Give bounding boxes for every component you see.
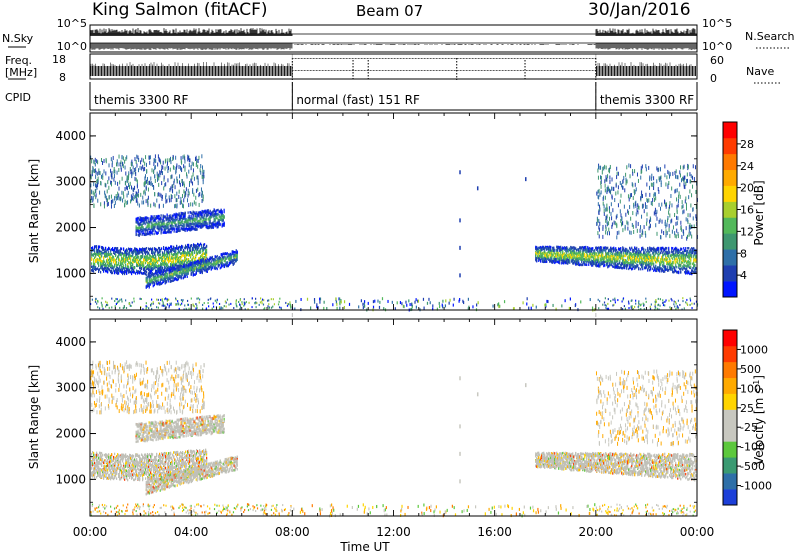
velocity-colorbar-tick: -500: [740, 460, 765, 473]
nave-label: Nave: [746, 65, 774, 78]
velocity-colorbar-swatch: [723, 425, 737, 442]
power-colorbar-tick: 8: [740, 247, 747, 260]
power-colorbar-swatch: [723, 122, 737, 139]
power-colorbar-swatch: [723, 249, 737, 266]
velocity-ytick: 4000: [55, 335, 86, 349]
cpid-segment-label: themis 3300 RF: [94, 93, 188, 107]
velocity-colorbar-tick: 25: [740, 402, 754, 415]
x-tick-label: 16:00: [477, 525, 512, 539]
power-colorbar-swatch: [723, 153, 737, 171]
power-colorbar-tick: 28: [740, 138, 754, 151]
x-axis-label: Time UT: [339, 540, 390, 554]
freq-label: Freq.: [5, 54, 32, 67]
velocity-colorbar-swatch: [723, 377, 737, 394]
power-colorbar-swatch: [723, 137, 737, 155]
velocity-ytick: 2000: [55, 427, 86, 441]
velocity-colorbar-swatch: [723, 473, 737, 490]
date-title: 30/Jan/2016: [588, 0, 691, 20]
velocity-colorbar-swatch: [723, 393, 737, 410]
velocity-colorbar-tick: -100: [740, 441, 765, 454]
velocity-colorbar-swatch: [723, 489, 737, 506]
velocity-heatmap-panel: 1000 2000 3000 4000 Slant Range [km] 1000 50…: [27, 318, 772, 554]
power-colorbar-swatch: [723, 281, 737, 298]
nsearch-label: N.Search: [745, 30, 795, 43]
power-ytick: 4000: [55, 129, 86, 143]
freq-tick-top: 18: [52, 53, 66, 66]
velocity-colorbar-swatch: [723, 345, 737, 363]
velocity-colorbar-swatch: [723, 441, 737, 458]
x-tick-label: 04:00: [174, 525, 209, 539]
power-ytick: 3000: [55, 175, 86, 189]
cpid-label: CPID: [5, 91, 31, 104]
nave-tick-bottom: 0: [710, 72, 717, 85]
power-heatmap-panel: 1000 2000 3000 4000 Slant Range [km] 28 24 20…: [27, 112, 766, 312]
velocity-ytick: 3000: [55, 381, 86, 395]
velocity-colorbar-swatch: [723, 361, 737, 379]
nsky-panel: 10^5 10^0 10^5 10^0 N.Sky N.Search: [2, 17, 795, 53]
power-colorbar-swatch: [723, 185, 737, 202]
cpid-panel: themis 3300 RF normal (fast) 151 RF themis…: [5, 82, 698, 111]
velocity-colorbar-swatch: [723, 409, 737, 426]
nsearch-tick-top: 10^5: [702, 17, 732, 30]
velocity-colorbar-tick: -25: [740, 421, 758, 434]
x-tick-label: 20:00: [579, 525, 614, 539]
power-colorbar-tick: 16: [740, 204, 754, 217]
velocity-colorbar-swatch: [723, 330, 737, 347]
velocity-colorbar-label: Velocity [m s-1]: [752, 375, 767, 465]
velocity-colorbar-swatch: [723, 457, 737, 474]
velocity-ytick: 1000: [55, 472, 86, 486]
cpid-segment-label: themis 3300 RF: [600, 93, 694, 107]
power-colorbar-swatch: [723, 265, 737, 282]
x-tick-label: 12:00: [376, 525, 411, 539]
nsearch-tick-bottom: 10^0: [702, 40, 732, 53]
power-colorbar-swatch: [723, 233, 737, 250]
velocity-ylabel: Slant Range [km]: [27, 365, 41, 469]
station-title: King Salmon (fitACF): [92, 0, 268, 20]
nave-tick-top: 60: [710, 54, 724, 67]
freq-tick-bottom: 8: [59, 71, 66, 84]
cpid-segment-label: normal (fast) 151 RF: [296, 93, 420, 107]
power-colorbar-tick: 24: [740, 160, 754, 173]
power-ytick: 1000: [55, 266, 86, 280]
nsky-label: N.Sky: [2, 32, 34, 45]
power-colorbar-swatch: [723, 217, 737, 234]
power-ylabel: Slant Range [km]: [27, 159, 41, 263]
nsky-tick-top: 10^5: [57, 17, 87, 30]
x-tick-label: 00:00: [680, 525, 715, 539]
power-colorbar-tick: 12: [740, 225, 754, 238]
x-tick-label: 08:00: [275, 525, 310, 539]
beam-title: Beam 07: [356, 2, 424, 20]
x-tick-label: 00:00: [73, 525, 108, 539]
power-ytick: 2000: [55, 221, 86, 235]
velocity-colorbar-tick: -1000: [740, 480, 772, 493]
freq-panel: 18 8 60 0 Freq. [MHz] Nave: [5, 53, 780, 85]
power-colorbar-label: Power [dB]: [752, 180, 766, 245]
velocity-colorbar-tick: 500: [740, 363, 761, 376]
power-colorbar-tick: 20: [740, 182, 754, 195]
power-colorbar-tick: 4: [740, 269, 747, 282]
power-colorbar-swatch: [723, 201, 737, 218]
nsky-tick-bottom: 10^0: [57, 40, 87, 53]
velocity-colorbar-tick: 1000: [740, 343, 768, 356]
power-colorbar-swatch: [723, 169, 737, 186]
velocity-colorbar-tick: 100: [740, 382, 761, 395]
freq-unit-label: [MHz]: [5, 66, 37, 79]
